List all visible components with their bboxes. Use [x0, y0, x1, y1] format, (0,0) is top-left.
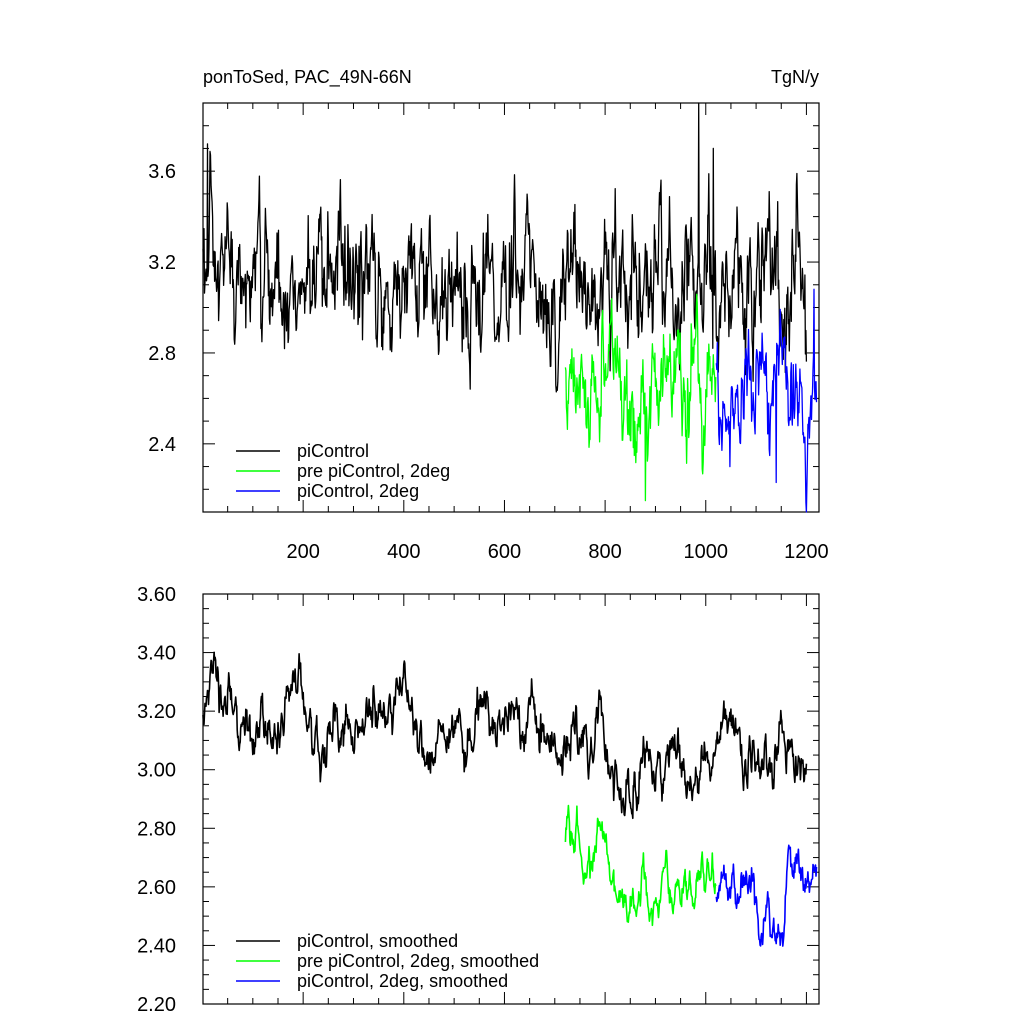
- x-tick-label: 200: [286, 541, 319, 563]
- top-series-lines: [202, 102, 818, 513]
- legend-label: piControl, 2deg, smoothed: [297, 971, 508, 991]
- y-tick-label: 3.2: [148, 252, 176, 274]
- series-line: [715, 288, 818, 513]
- legend-label: pre piControl, 2deg: [297, 461, 450, 481]
- y-tick-label: 2.4: [148, 434, 176, 456]
- series-line: [202, 651, 808, 820]
- top-title-left: ponToSed, PAC_49N-66N: [203, 67, 412, 88]
- legend-label: pre piControl, 2deg, smoothed: [297, 951, 539, 971]
- y-tick-label: 2.8: [148, 343, 176, 365]
- y-tick-label: 2.40: [137, 935, 176, 957]
- series-line: [564, 804, 717, 927]
- series-line: [715, 844, 818, 947]
- x-tick-label: 600: [488, 541, 521, 563]
- top-panel: ponToSed, PAC_49N-66N TgN/y 200 400 600 800…: [148, 67, 828, 563]
- bottom-series-lines: [202, 651, 818, 947]
- x-tick-label: 800: [588, 541, 621, 563]
- legend-label: piControl, smoothed: [297, 931, 458, 951]
- y-tick-label: 3.40: [137, 643, 176, 665]
- legend-label: piControl, 2deg: [297, 481, 419, 501]
- y-tick-label: 2.20: [137, 994, 176, 1016]
- x-tick-label: 1200: [784, 541, 829, 563]
- x-tick-label: 400: [387, 541, 420, 563]
- series-line: [564, 293, 717, 502]
- y-tick-label: 3.00: [137, 760, 176, 782]
- y-tick-label: 2.60: [137, 877, 176, 899]
- series-line: [202, 102, 808, 393]
- y-tick-label: 3.60: [137, 584, 176, 606]
- y-tick-label: 2.80: [137, 818, 176, 840]
- legend-label: piControl: [297, 441, 369, 461]
- top-axis-ticks: 200 400 600 800 1000 1200 2.4 2.8 3.2 3.6: [148, 103, 829, 563]
- bottom-panel: 2.20 2.40 2.60 2.80 3.00 3.20 3.40 3.60 piContr…: [137, 584, 820, 1016]
- bottom-plot-frame: [202, 593, 820, 1005]
- bottom-axis-ticks: 2.20 2.40 2.60 2.80 3.00 3.20 3.40 3.60: [137, 584, 819, 1016]
- x-tick-label: 1000: [684, 541, 729, 563]
- top-title-right: TgN/y: [771, 67, 819, 87]
- y-tick-label: 3.6: [148, 161, 176, 183]
- y-tick-label: 3.20: [137, 701, 176, 723]
